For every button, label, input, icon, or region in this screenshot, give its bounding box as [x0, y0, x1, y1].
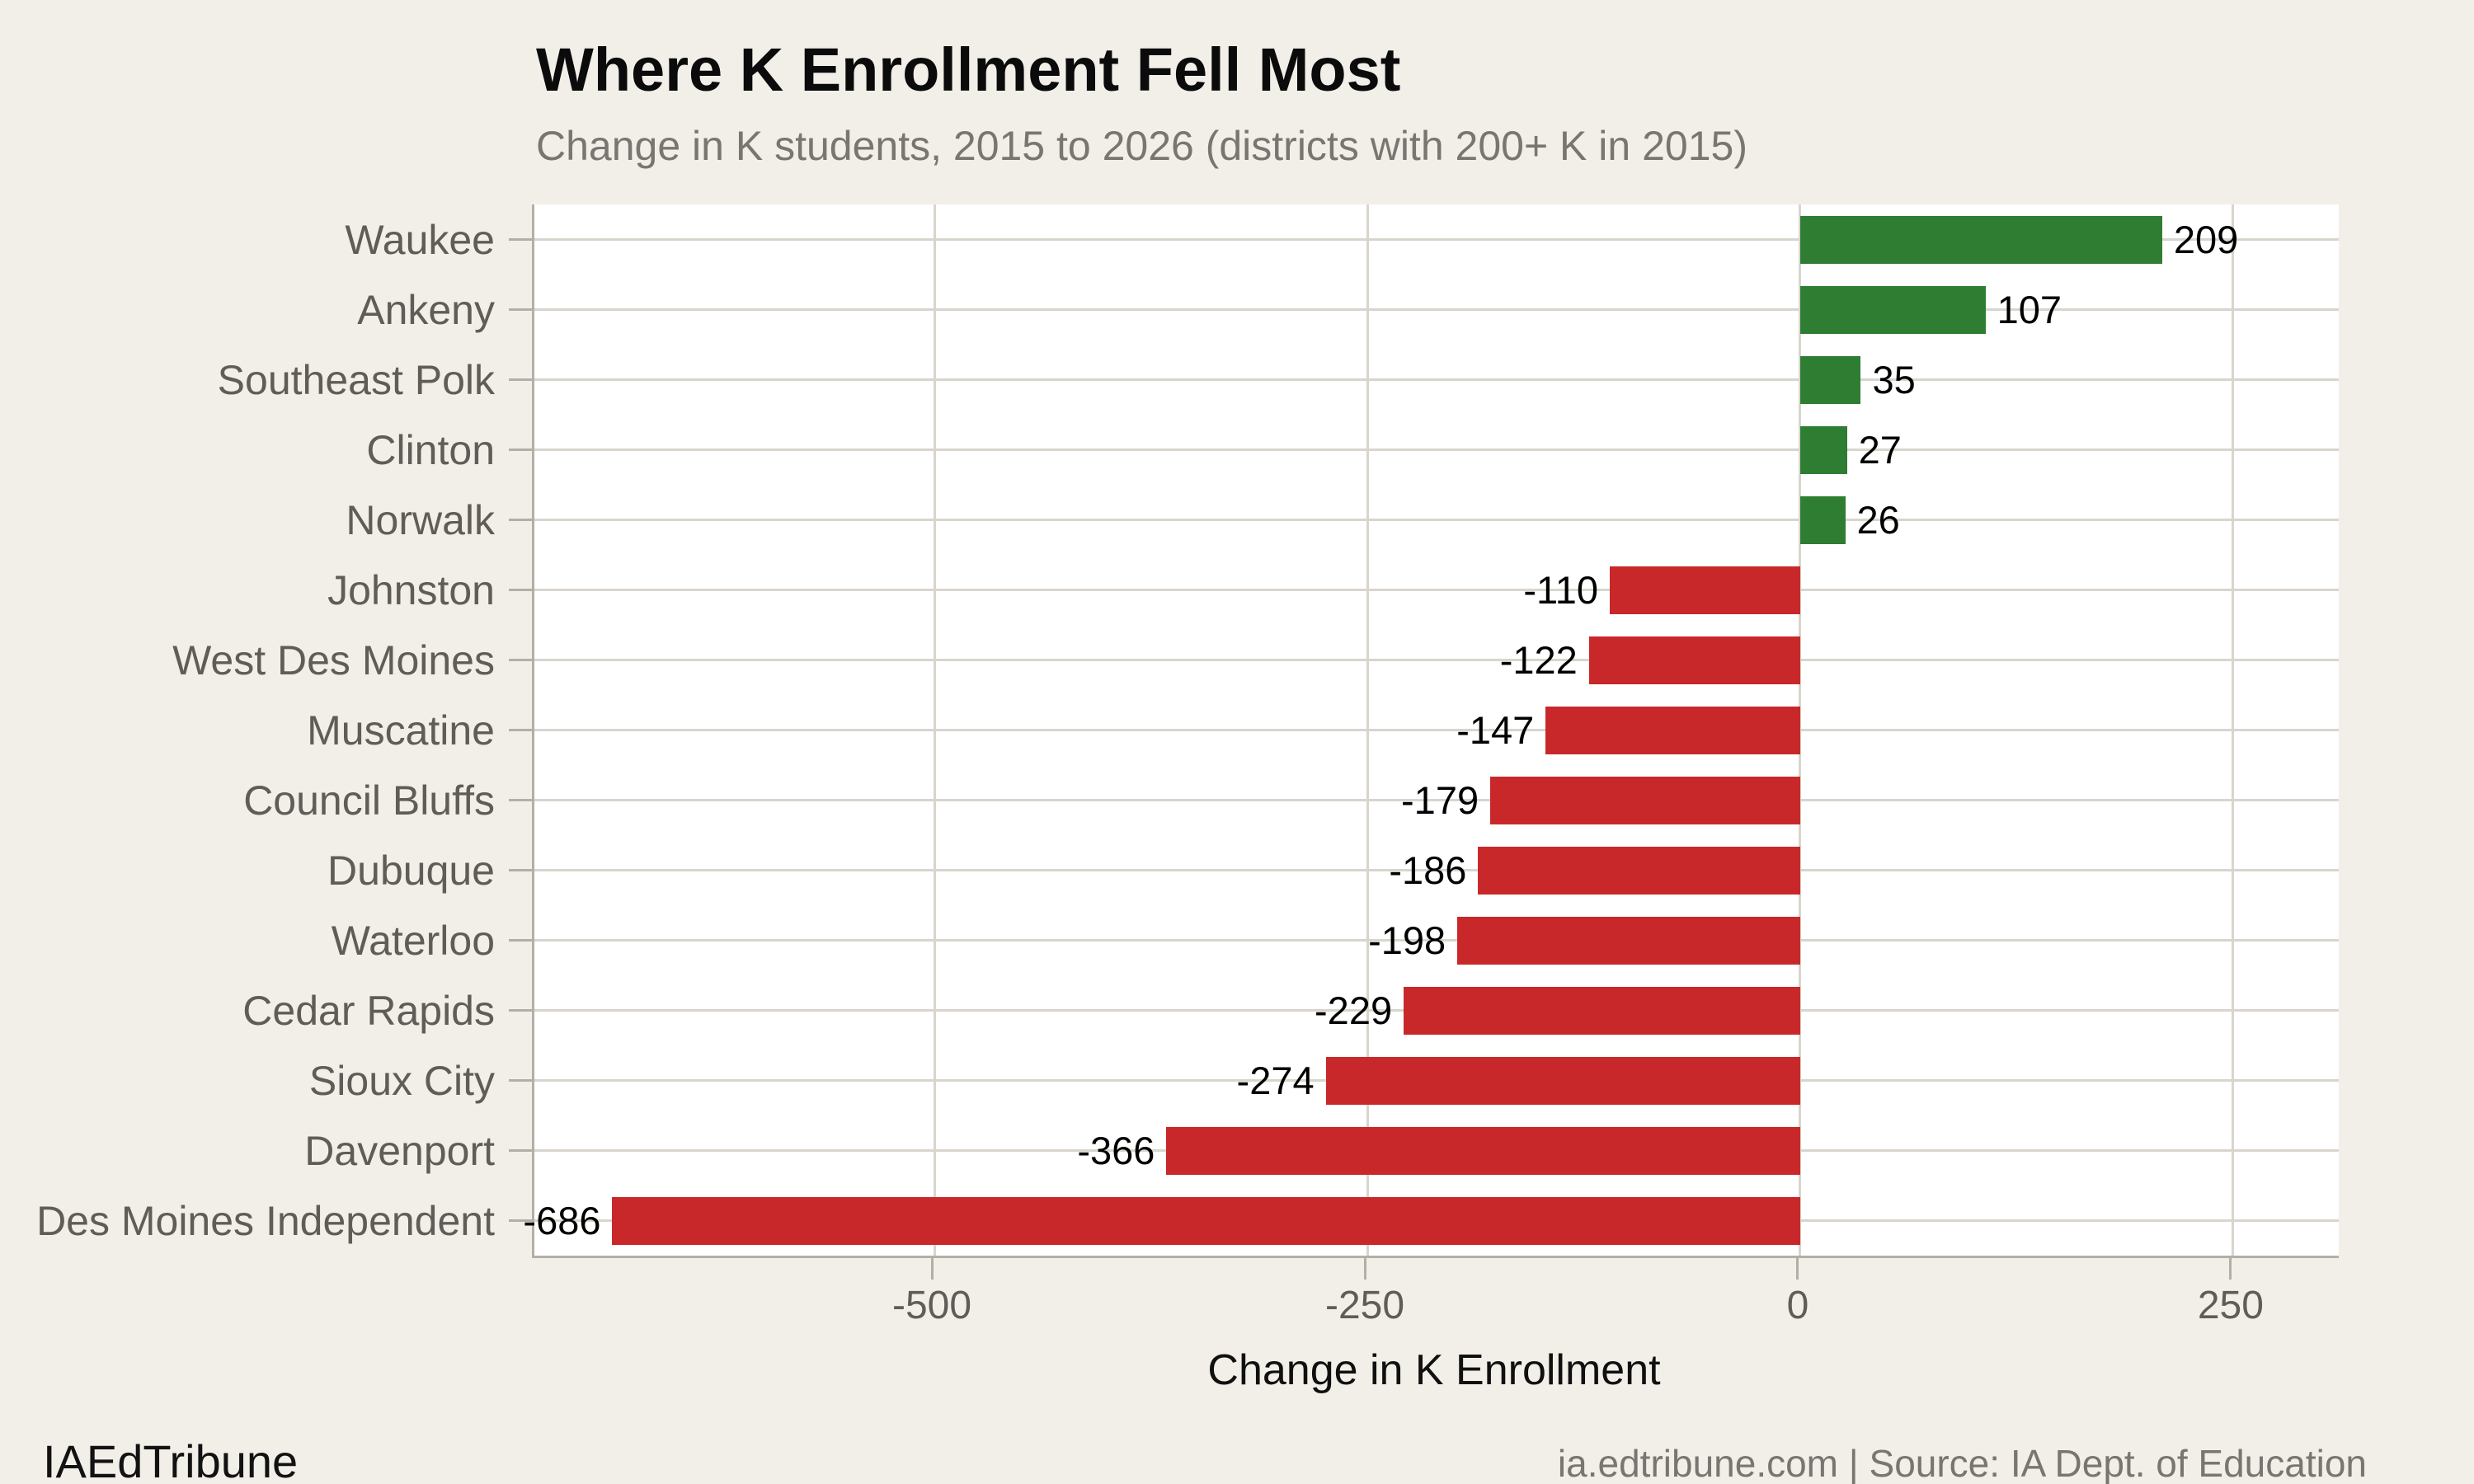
y-label-council-bluffs: Council Bluffs — [243, 777, 495, 824]
gridline-y-southeast-polk — [534, 378, 2339, 381]
value-label-west-des-moines: -122 — [1499, 637, 1578, 682]
value-label-muscatine: -147 — [1456, 707, 1535, 752]
bar-davenport — [1166, 1126, 1800, 1175]
gridline-y-waterloo — [534, 939, 2339, 942]
chart-title: Where K Enrollment Fell Most — [536, 35, 1401, 104]
y-tick-southeast-polk — [509, 378, 532, 381]
x-tick--250 — [1363, 1258, 1366, 1280]
value-label-cedar-rapids: -229 — [1315, 988, 1393, 1032]
value-label-sioux-city: -274 — [1236, 1058, 1315, 1102]
x-tick-label-0: 0 — [1786, 1284, 1809, 1327]
value-label-waukee: 209 — [2173, 217, 2239, 261]
y-label-des-moines-independent: Des Moines Independent — [36, 1197, 495, 1244]
y-tick-sioux-city — [509, 1079, 532, 1082]
value-label-norwalk: 26 — [1856, 497, 1900, 542]
y-label-norwalk: Norwalk — [346, 496, 495, 543]
bar-johnston — [1609, 566, 1800, 614]
bar-norwalk — [1799, 495, 1846, 544]
bar-ankeny — [1799, 285, 1986, 334]
y-tick-norwalk — [509, 519, 532, 521]
bar-southeast-polk — [1799, 355, 1861, 404]
bar-des-moines-independent — [612, 1196, 1800, 1245]
x-tick-label-250: 250 — [2197, 1284, 2264, 1327]
value-label-dubuque: -186 — [1389, 848, 1467, 892]
y-label-west-des-moines: West Des Moines — [172, 636, 495, 683]
value-label-council-bluffs: -179 — [1401, 777, 1479, 822]
x-tick-label--500: -500 — [892, 1284, 972, 1327]
y-tick-waterloo — [509, 939, 532, 942]
gridline-y-muscatine — [534, 729, 2339, 731]
footer-brand: IAEdTribune — [43, 1435, 299, 1484]
x-tick-250 — [2229, 1258, 2232, 1280]
bar-muscatine — [1545, 706, 1800, 754]
value-label-des-moines-independent: -686 — [523, 1198, 601, 1242]
y-tick-waukee — [509, 238, 532, 241]
value-label-clinton: 27 — [1858, 427, 1902, 472]
y-label-cedar-rapids: Cedar Rapids — [242, 987, 495, 1034]
plot-area: 209 107 35 27 26 -110 -122 -147 -179 -186 -198 -229… — [523, 204, 2339, 1258]
y-label-waukee: Waukee — [345, 216, 495, 263]
y-tick-des-moines-independent — [509, 1219, 532, 1222]
bar-west-des-moines — [1588, 636, 1800, 684]
x-tick--500 — [930, 1258, 934, 1280]
y-label-davenport: Davenport — [304, 1127, 495, 1174]
bar-waterloo — [1457, 916, 1800, 965]
value-label-southeast-polk: 35 — [1872, 357, 1916, 402]
chart-subtitle: Change in K students, 2015 to 2026 (dist… — [536, 123, 1747, 169]
y-tick-council-bluffs — [509, 799, 532, 801]
gridline-y-norwalk — [534, 519, 2339, 521]
y-label-muscatine: Muscatine — [307, 707, 495, 754]
gridline-y-west-des-moines — [534, 659, 2339, 661]
bar-dubuque — [1478, 846, 1800, 895]
y-label-dubuque: Dubuque — [327, 847, 495, 894]
y-tick-muscatine — [509, 729, 532, 731]
y-tick-ankeny — [509, 308, 532, 311]
gridline-y-waukee — [534, 238, 2339, 241]
y-tick-dubuque — [509, 869, 532, 871]
y-label-ankeny: Ankeny — [357, 286, 495, 333]
gridline-y-ankeny — [534, 308, 2339, 311]
y-tick-west-des-moines — [509, 659, 532, 661]
value-label-johnston: -110 — [1523, 567, 1598, 612]
y-tick-davenport — [509, 1149, 532, 1152]
gridline-y-dubuque — [534, 869, 2339, 871]
bar-cedar-rapids — [1404, 986, 1800, 1035]
footer-source: ia.edtribune.com | Source: IA Dept. of E… — [1557, 1442, 2367, 1484]
x-tick-label--250: -250 — [1324, 1284, 1405, 1327]
value-label-ankeny: 107 — [1997, 287, 2062, 331]
y-label-sioux-city: Sioux City — [308, 1057, 495, 1104]
y-label-southeast-polk: Southeast Polk — [217, 356, 495, 403]
y-label-waterloo: Waterloo — [331, 917, 495, 964]
x-axis-title: Change in K Enrollment — [1207, 1346, 1661, 1394]
bar-waukee — [1799, 215, 2162, 264]
bar-sioux-city — [1325, 1056, 1800, 1105]
value-label-davenport: -366 — [1077, 1128, 1155, 1172]
y-tick-clinton — [509, 448, 532, 451]
bar-clinton — [1799, 425, 1847, 474]
x-tick-0 — [1796, 1258, 1799, 1280]
bar-council-bluffs — [1490, 776, 1800, 824]
y-label-johnston: Johnston — [327, 566, 495, 613]
y-label-clinton: Clinton — [366, 426, 495, 473]
gridline-y-council-bluffs — [534, 799, 2339, 801]
gridline-y-clinton — [534, 448, 2339, 451]
y-tick-cedar-rapids — [509, 1009, 532, 1012]
value-label-waterloo: -198 — [1368, 918, 1446, 962]
gridline-y-johnston — [534, 589, 2339, 591]
y-tick-johnston — [509, 589, 532, 591]
